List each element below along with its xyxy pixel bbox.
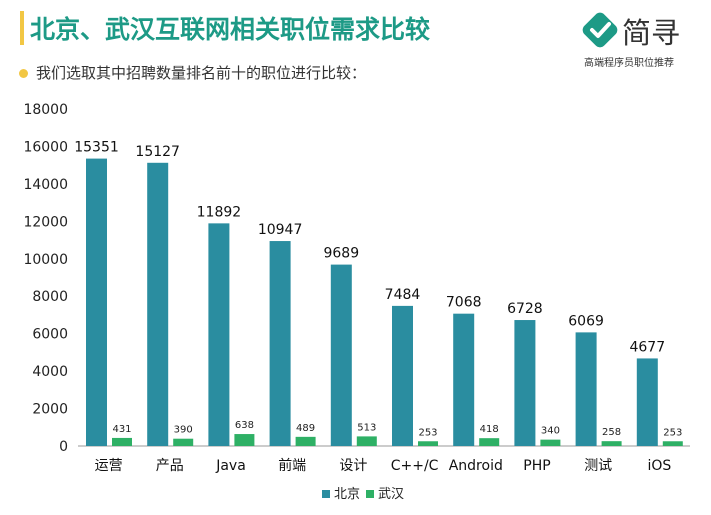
data-label-wuhan: 638	[235, 420, 254, 431]
bar-wuhan	[295, 436, 316, 446]
brand-logo: 简寻 高端程序员职位推荐	[582, 12, 700, 70]
y-tick-label: 2000	[32, 402, 68, 418]
bar-beijing	[453, 313, 475, 446]
y-tick-label: 12000	[23, 214, 68, 230]
data-label-beijing: 9689	[323, 246, 359, 262]
y-tick-label: 4000	[32, 364, 68, 380]
bar-wuhan	[662, 441, 683, 446]
legend-swatch	[322, 490, 330, 498]
x-tick-label: 设计	[339, 458, 367, 474]
x-tick-label: PHP	[523, 458, 550, 474]
data-label-wuhan: 253	[418, 427, 437, 438]
legend-label: 北京	[334, 487, 360, 502]
x-tick-label: Java	[215, 458, 246, 474]
bar-wuhan	[112, 437, 132, 446]
data-label-beijing: 7068	[446, 295, 482, 311]
bar-beijing	[575, 332, 597, 446]
data-label-beijing: 11892	[197, 204, 242, 220]
bar-wuhan	[479, 438, 500, 446]
chart-subtitle: 我们选取其中招聘数量排名前十的职位进行比较：	[36, 64, 367, 82]
legend-swatch	[366, 490, 374, 498]
legend-label: 武汉	[378, 487, 404, 502]
x-tick-label: 前端	[278, 457, 306, 474]
check-icon	[582, 12, 618, 48]
y-tick-label: 0	[59, 439, 68, 455]
y-tick-label: 14000	[23, 177, 68, 193]
bullet-icon	[19, 69, 28, 78]
y-tick-label: 18000	[23, 102, 68, 118]
x-tick-label: 产品	[156, 458, 184, 474]
bar-beijing	[86, 158, 107, 447]
logo-tagline: 高端程序员职位推荐	[584, 58, 674, 69]
data-label-wuhan: 253	[663, 427, 682, 438]
data-label-wuhan: 418	[480, 424, 499, 435]
y-tick-label: 10000	[23, 252, 68, 268]
bar-beijing	[514, 320, 536, 446]
x-tick-label: Android	[449, 458, 503, 474]
data-label-beijing: 15351	[74, 140, 119, 156]
x-tick-label: 运营	[95, 458, 123, 474]
bar-beijing	[208, 223, 230, 446]
y-tick-label: 16000	[23, 139, 68, 155]
bar-beijing	[147, 162, 169, 446]
bar-beijing	[392, 305, 413, 446]
y-tick-label: 6000	[32, 327, 68, 343]
bar-beijing	[330, 264, 352, 446]
bar-beijing	[269, 241, 291, 446]
data-label-beijing: 7484	[385, 287, 421, 303]
data-label-beijing: 6728	[507, 301, 543, 317]
bar-wuhan	[356, 436, 377, 446]
data-label-wuhan: 258	[602, 427, 621, 438]
title-accent-bar	[20, 11, 24, 45]
data-label-beijing: 4677	[629, 339, 665, 355]
data-label-beijing: 10947	[258, 222, 303, 238]
x-tick-label: iOS	[648, 458, 672, 474]
data-label-beijing: 6069	[568, 313, 604, 329]
bar-wuhan	[173, 438, 194, 446]
bar-beijing	[636, 358, 658, 446]
data-label-wuhan: 340	[541, 426, 560, 437]
y-tick-label: 8000	[32, 289, 68, 305]
bar-wuhan	[540, 439, 561, 446]
bar-wuhan	[418, 441, 438, 446]
data-label-beijing: 15127	[135, 144, 180, 160]
data-label-wuhan: 431	[112, 424, 131, 435]
data-label-wuhan: 513	[357, 422, 376, 433]
data-label-wuhan: 390	[174, 425, 193, 436]
x-tick-label: 测试	[584, 458, 612, 474]
bar-wuhan	[234, 434, 255, 446]
bar-wuhan	[601, 441, 622, 446]
logo-name: 简寻	[622, 16, 681, 50]
page-title: 北京、武汉互联网相关职位需求比较	[30, 15, 431, 44]
data-label-wuhan: 489	[296, 423, 315, 434]
x-tick-label: C++/C	[391, 458, 439, 474]
